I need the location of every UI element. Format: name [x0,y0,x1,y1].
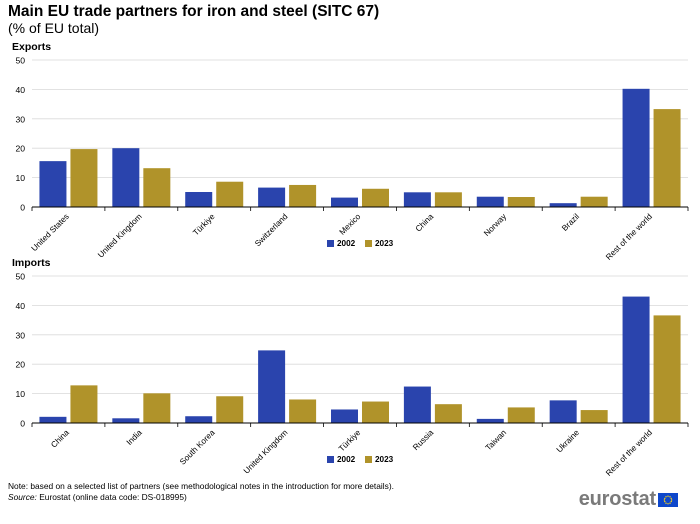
imports-category-label-south-korea: South Korea [178,428,217,467]
imports-ytick-label-10: 10 [15,389,25,399]
exports-bar-mexico-2002 [331,197,358,207]
imports-bar-united-kingdom-2023 [289,399,317,423]
exports-bar-switzerland-2023 [289,184,317,207]
imports-bar-india-2023 [143,393,171,423]
exports-ytick-label-10: 10 [15,173,25,183]
imports-bar-t-rkiye-2023 [362,401,389,423]
exports-legend-swatch-2002 [327,240,334,247]
imports-legend-label-2002: 2002 [337,455,356,464]
exports-bar-t-rkiye-2002 [185,192,213,207]
source-label: Source: [8,492,37,502]
exports-bar-brazil-2023 [580,196,608,207]
imports-legend-label-2023: 2023 [375,455,394,464]
imports-legend-swatch-2023 [365,456,372,463]
imports-bar-rest-of-the-world-2023 [653,315,681,423]
imports-bar-russia-2002 [403,386,431,423]
imports-bar-united-kingdom-2002 [258,350,286,423]
imports-category-label-ukraine: Ukraine [555,428,582,455]
exports-bar-united-states-2023 [70,149,98,207]
chart-subtitle: (% of EU total) [8,20,100,36]
exports-bar-brazil-2002 [549,203,577,207]
exports-ytick-label-0: 0 [20,203,25,213]
source-text: Eurostat (online data code: DS-018995) [36,492,187,502]
eurostat-logo: eurostat [579,488,678,511]
imports-ytick-label-50: 50 [15,272,25,282]
chart-title: Main EU trade partners for iron and stee… [8,3,380,20]
imports-category-label-india: India [125,428,144,447]
exports-category-label-mexico: Mexico [338,212,363,237]
exports-ytick-label-50: 50 [15,56,25,66]
imports-bar-rest-of-the-world-2002 [622,296,650,423]
imports-bar-china-2023 [70,385,98,423]
imports-bar-taiwan-2023 [507,407,535,423]
exports-bar-rest-of-the-world-2002 [622,88,650,207]
exports-category-label-t-rkiye: Türkiye [191,212,217,238]
exports-category-label-rest-of-the-world: Rest of the world [604,212,654,262]
exports-ytick-label-30: 30 [15,114,25,124]
exports-ytick-label-20: 20 [15,144,25,154]
footnote: Note: based on a selected list of partne… [8,481,394,491]
exports-category-label-china: China [414,212,436,234]
exports-category-label-united-states: United States [30,212,71,253]
exports-legend-label-2002: 2002 [337,239,356,248]
imports-ytick-label-20: 20 [15,360,25,370]
imports-bar-south-korea-2023 [216,396,244,423]
imports-ytick-label-0: 0 [20,419,25,429]
imports-category-label-taiwan: Taiwan [484,428,509,453]
exports-bar-rest-of-the-world-2023 [653,109,681,207]
exports-category-label-brazil: Brazil [560,212,581,233]
exports-bar-china-2023 [434,192,462,207]
exports-legend-label-2023: 2023 [375,239,394,248]
logo-text: eurostat [578,488,657,510]
exports-bar-united-kingdom-2023 [143,168,171,207]
imports-panel-title: Imports [12,257,51,269]
exports-bar-norway-2002 [476,196,504,207]
exports-category-label-norway: Norway [482,211,509,238]
exports-bar-chart: 0 10 20 30 40 50 United States United Kingdom Tü… [15,56,689,262]
exports-bar-t-rkiye-2023 [216,181,244,207]
imports-bar-russia-2023 [434,404,462,423]
imports-legend-swatch-2002 [327,456,334,463]
imports-category-label-t-rkiye: Türkiye [337,428,363,454]
exports-legend-swatch-2023 [365,240,372,247]
exports-bar-china-2002 [403,192,431,207]
exports-bar-norway-2023 [507,197,535,207]
imports-category-label-united-kingdom: United Kingdom [242,428,290,476]
exports-bar-mexico-2023 [362,188,389,207]
exports-ytick-label-40: 40 [15,85,25,95]
imports-bar-south-korea-2002 [185,416,213,423]
imports-category-label-russia: Russia [411,428,435,452]
imports-bar-chart: 0 10 20 30 40 50 China India South Korea United K… [15,272,689,478]
exports-bar-switzerland-2002 [258,187,286,207]
imports-bar-india-2002 [112,418,140,423]
imports-bar-china-2002 [39,416,67,423]
eu-flag-icon [658,492,678,507]
exports-category-label-switzerland: Switzerland [253,212,290,249]
imports-bar-ukraine-2002 [549,400,577,423]
imports-ytick-label-40: 40 [15,301,25,311]
imports-ytick-label-30: 30 [15,330,25,340]
source-line: Source: Eurostat (online data code: DS-0… [8,492,187,502]
imports-bar-ukraine-2023 [580,410,608,423]
exports-bar-united-kingdom-2002 [112,148,140,207]
exports-bar-united-states-2002 [39,161,67,207]
imports-category-label-china: China [49,428,71,450]
exports-category-label-united-kingdom: United Kingdom [96,212,144,260]
imports-category-label-rest-of-the-world: Rest of the world [604,428,654,478]
exports-panel-title: Exports [12,41,52,53]
imports-bar-t-rkiye-2002 [331,409,358,423]
imports-bar-taiwan-2002 [476,418,504,423]
